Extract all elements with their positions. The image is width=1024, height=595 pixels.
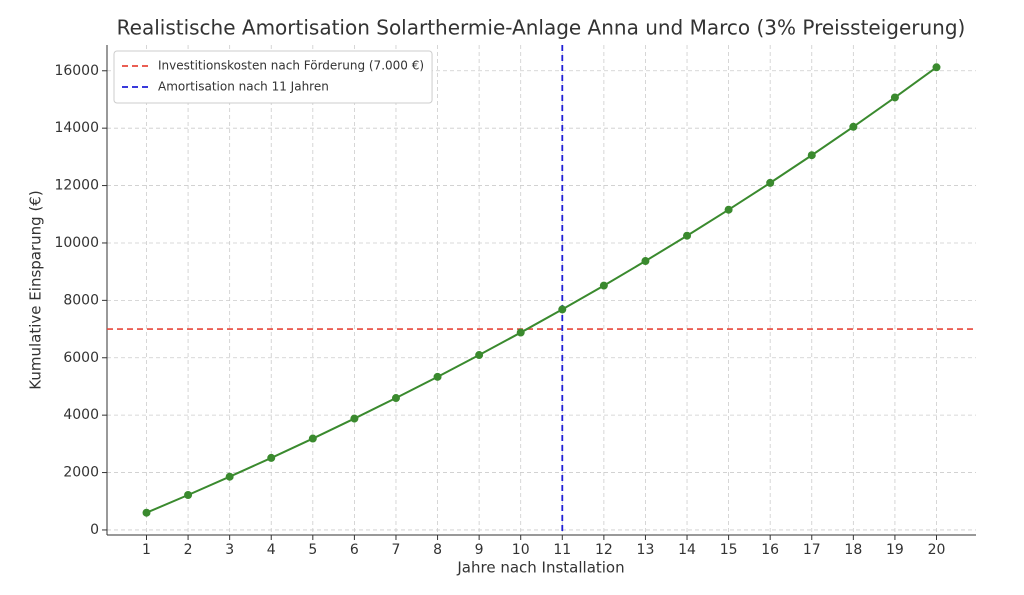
x-tick-label: 6 [350, 542, 359, 558]
x-tick-label: 10 [512, 542, 530, 558]
x-tick-label: 18 [844, 542, 862, 558]
data-point [267, 453, 276, 462]
x-tick-label: 11 [553, 542, 571, 558]
x-axis-label: Jahre nach Installation [456, 559, 624, 577]
data-point [849, 122, 858, 131]
x-tick-label: 16 [761, 542, 779, 558]
data-point [683, 231, 692, 240]
x-tick-label: 8 [433, 542, 442, 558]
legend-label: Amortisation nach 11 Jahren [158, 80, 329, 94]
data-point [724, 205, 733, 214]
x-tick-label: 14 [678, 542, 696, 558]
y-tick-label: 6000 [63, 350, 99, 366]
y-tick-label: 8000 [63, 292, 99, 308]
data-point [558, 305, 567, 314]
chart-title: Realistische Amortisation Solarthermie-A… [117, 16, 966, 40]
data-point [766, 178, 775, 187]
x-tick-label: 15 [720, 542, 738, 558]
legend-label: Investitionskosten nach Förderung (7.000… [158, 59, 424, 73]
data-point [391, 394, 400, 403]
data-point [184, 490, 193, 499]
x-tick-label: 1 [142, 542, 151, 558]
y-tick-label: 14000 [54, 120, 99, 136]
x-tick-label: 12 [595, 542, 613, 558]
y-tick-label: 16000 [54, 63, 99, 79]
data-point [142, 508, 151, 517]
x-tick-label: 4 [267, 542, 276, 558]
data-point [350, 414, 359, 423]
y-tick-label: 2000 [63, 465, 99, 481]
data-point [932, 63, 941, 72]
x-tick-label: 13 [637, 542, 655, 558]
x-tick-label: 17 [803, 542, 821, 558]
y-axis-label: Kumulative Einsparung (€) [27, 190, 45, 389]
y-tick-label: 12000 [54, 178, 99, 194]
x-tick-label: 2 [184, 542, 193, 558]
x-tick-label: 3 [225, 542, 234, 558]
x-tick-label: 9 [475, 542, 484, 558]
x-tick-label: 7 [392, 542, 401, 558]
data-point [308, 434, 317, 443]
x-tick-label: 19 [886, 542, 904, 558]
data-point [475, 351, 484, 360]
y-tick-label: 4000 [63, 407, 99, 423]
data-point [807, 151, 816, 160]
data-point [890, 93, 899, 102]
y-tick-label: 0 [90, 522, 99, 538]
data-point [225, 472, 234, 481]
data-line [146, 66, 938, 514]
data-point [599, 281, 608, 290]
x-tick-label: 20 [928, 542, 946, 558]
legend-box [113, 50, 433, 104]
y-tick-label: 10000 [54, 235, 99, 251]
data-point [641, 257, 650, 266]
data-point [516, 328, 525, 337]
x-tick-label: 5 [308, 542, 317, 558]
data-point [433, 372, 442, 381]
